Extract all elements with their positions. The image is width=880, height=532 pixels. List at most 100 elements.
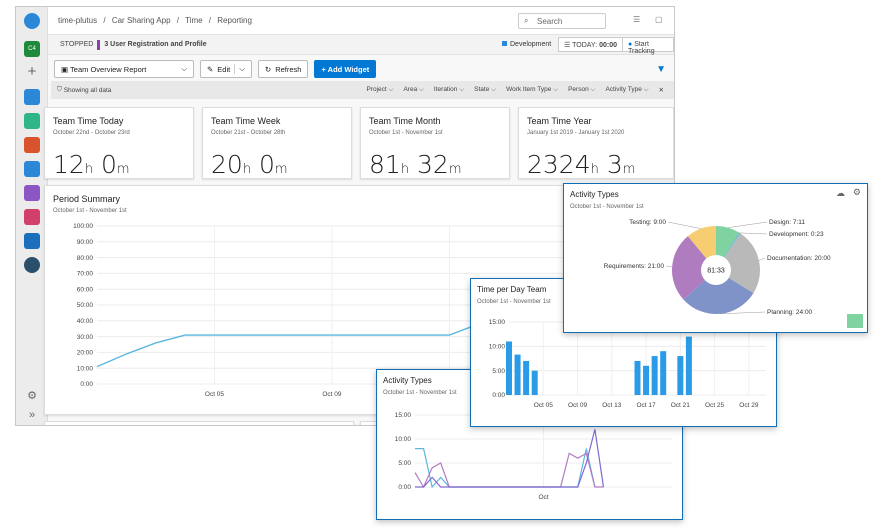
pipelines-icon[interactable] — [24, 113, 40, 129]
edit-dropdown-icon[interactable]: ⌵ — [234, 64, 245, 74]
breadcrumb-org[interactable]: time-plutus — [58, 16, 97, 25]
task-color-marker — [97, 40, 100, 50]
settings-gear-icon[interactable]: ⚙ — [24, 389, 40, 405]
time-tracking-icon[interactable] — [24, 233, 40, 249]
bar — [635, 361, 641, 395]
bar — [686, 337, 692, 395]
y-tick-label: 10:00 — [77, 365, 94, 372]
y-tick-label: 50:00 — [77, 302, 94, 309]
filter-label: Work Item Type — [506, 86, 551, 93]
boards-icon[interactable] — [24, 89, 40, 105]
y-tick-label: 20:00 — [77, 350, 94, 357]
y-tick-label: 15:00 — [395, 412, 412, 419]
today-value: 00:00 — [599, 42, 617, 49]
x-tick-label: Oct — [538, 494, 548, 501]
filter-label: Person — [568, 86, 589, 93]
showing-all-data: Showing all data — [64, 87, 112, 94]
deploy-icon[interactable] — [24, 161, 40, 177]
search-icon: ⌕ — [524, 16, 528, 26]
slice-label: Requirements: 21:00 — [604, 263, 665, 270]
breadcrumb-sep: / — [209, 16, 211, 25]
card-title: Team Time Year — [527, 116, 592, 126]
filter-icon[interactable]: ▼ — [656, 64, 666, 75]
report-select[interactable]: ▣ Team Overview Report ⌵ — [54, 60, 194, 78]
card-value: 81h 32m — [369, 150, 462, 179]
y-tick-label: 0:00 — [398, 484, 411, 491]
slice-label: Documentation: 20:00 — [767, 255, 831, 262]
x-tick-label: Oct 17 — [636, 402, 656, 409]
bar — [652, 356, 658, 395]
top-bar: time-plutus / Car Sharing App / Time / R… — [48, 7, 674, 35]
edit-button[interactable]: ✎ Edit ⌵ — [200, 60, 252, 78]
bar — [643, 366, 649, 395]
filter-label: Project — [366, 86, 386, 93]
stat-card-month[interactable]: Team Time Month October 1st - November 1… — [360, 107, 510, 179]
card-subtitle: January 1st 2019 - January 1st 2020 — [527, 130, 624, 136]
bar — [506, 341, 512, 395]
azure-devops-logo-icon[interactable] — [24, 13, 40, 29]
filter-area[interactable]: Area ⌵ — [403, 86, 423, 94]
slice-label: Testing: 9:00 — [629, 219, 666, 226]
help-icon[interactable] — [847, 314, 863, 328]
filter-project[interactable]: Project ⌵ — [366, 86, 393, 94]
timer-status: STOPPED — [60, 41, 93, 48]
extension-icon[interactable] — [24, 257, 40, 273]
leader-line — [728, 222, 767, 228]
y-tick-label: 70:00 — [77, 271, 94, 278]
stat-card-today[interactable]: Team Time Today October 22nd - October 2… — [44, 107, 194, 179]
artifacts-icon[interactable] — [24, 209, 40, 225]
x-tick-label: Oct 25 — [705, 402, 725, 409]
leader-line — [668, 222, 701, 229]
add-widget-button[interactable]: + Add Widget — [314, 60, 376, 78]
card-subtitle: October 22nd - October 23rd — [53, 130, 130, 136]
project-badge[interactable]: C4 — [24, 41, 40, 57]
card-title: Team Time Week — [211, 116, 280, 126]
filter-state[interactable]: State ⌵ — [474, 86, 496, 94]
y-tick-label: 60:00 — [77, 286, 94, 293]
refresh-button[interactable]: ↻ Refresh — [258, 60, 309, 78]
series-line — [415, 453, 603, 487]
add-icon[interactable]: + — [24, 65, 40, 81]
start-tracking-label: Start Tracking — [628, 41, 655, 55]
refresh-label: Refresh — [275, 65, 301, 74]
filter-work-item-type[interactable]: Work Item Type ⌵ — [506, 86, 558, 94]
activity-label[interactable]: Development — [502, 41, 551, 48]
timer-task[interactable]: 3 User Registration and Profile — [104, 41, 206, 48]
x-tick-label: Oct 05 — [534, 402, 554, 409]
test-plans-icon[interactable] — [24, 185, 40, 201]
close-icon[interactable]: ✕ — [659, 86, 664, 94]
leader-line — [666, 266, 672, 267]
card-value: 12h 0m — [53, 150, 130, 179]
y-tick-label: 5:00 — [398, 460, 411, 467]
breadcrumb-project[interactable]: Car Sharing App — [112, 16, 171, 25]
list-icon[interactable]: ☰ — [633, 15, 640, 24]
bag-icon[interactable]: ▢ — [655, 15, 663, 24]
expand-chevron-icon[interactable]: » — [24, 409, 40, 425]
x-tick-label: Oct 05 — [205, 391, 225, 398]
filter-label: Activity Type — [605, 86, 641, 93]
search-input[interactable]: ⌕ Search — [518, 13, 606, 29]
breadcrumb-reporting[interactable]: Reporting — [217, 16, 252, 25]
filter-activity-type[interactable]: Activity Type ⌵ — [605, 86, 648, 94]
x-tick-label: Oct 21 — [671, 402, 691, 409]
breadcrumb-sep: / — [177, 16, 179, 25]
breadcrumb-time[interactable]: Time — [185, 16, 202, 25]
card-value: 20h 0m — [211, 150, 288, 179]
start-tracking-button[interactable]: ● Start Tracking — [622, 37, 674, 52]
activity-color-icon — [502, 41, 507, 46]
activity-types-pie-popup[interactable]: Activity Types October 1st - November 1s… — [563, 183, 868, 333]
activity-text: Development — [510, 41, 551, 48]
card-subtitle: October 21st - October 28th — [211, 130, 285, 136]
repos-icon[interactable] — [24, 137, 40, 153]
stat-card-week[interactable]: Team Time Week October 21st - October 28… — [202, 107, 352, 179]
card-title: Team Time Month — [369, 116, 441, 126]
card-subtitle: October 1st - November 1st — [369, 130, 443, 136]
today-label: TODAY: — [572, 42, 597, 49]
filter-label: State — [474, 86, 489, 93]
y-tick-label: 10:00 — [489, 344, 506, 351]
bar — [523, 361, 529, 395]
x-tick-label: Oct 09 — [568, 402, 588, 409]
filter-iteration[interactable]: Iteration ⌵ — [434, 86, 464, 94]
filter-person[interactable]: Person ⌵ — [568, 86, 595, 94]
stat-card-year[interactable]: Team Time Year January 1st 2019 - Januar… — [518, 107, 674, 179]
